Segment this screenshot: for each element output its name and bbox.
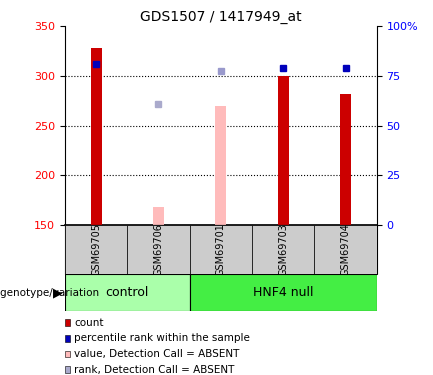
Text: count: count (74, 318, 103, 327)
Bar (153, 207, 164, 225)
Bar (252, 225, 314, 274)
Bar (314, 225, 377, 274)
Text: genotype/variation: genotype/variation (0, 288, 102, 297)
Text: control: control (106, 286, 149, 299)
Bar (65, 225, 127, 274)
Text: value, Detection Call = ABSENT: value, Detection Call = ABSENT (74, 349, 239, 359)
Text: HNF4 null: HNF4 null (253, 286, 313, 299)
Bar (340, 94, 351, 225)
Text: percentile rank within the sample: percentile rank within the sample (74, 333, 250, 343)
Bar (90, 48, 102, 225)
Text: ▶: ▶ (53, 286, 63, 299)
Bar (215, 106, 226, 225)
Bar (190, 274, 377, 311)
Text: GSM69706: GSM69706 (153, 223, 164, 276)
Text: GSM69703: GSM69703 (278, 223, 288, 276)
Bar (278, 76, 289, 225)
Bar (127, 225, 190, 274)
Title: GDS1507 / 1417949_at: GDS1507 / 1417949_at (140, 10, 302, 24)
Text: rank, Detection Call = ABSENT: rank, Detection Call = ABSENT (74, 365, 234, 375)
Text: GSM69701: GSM69701 (216, 223, 226, 276)
Text: GSM69704: GSM69704 (340, 223, 351, 276)
Bar (65, 274, 190, 311)
Text: GSM69705: GSM69705 (91, 223, 101, 276)
Bar (190, 225, 252, 274)
